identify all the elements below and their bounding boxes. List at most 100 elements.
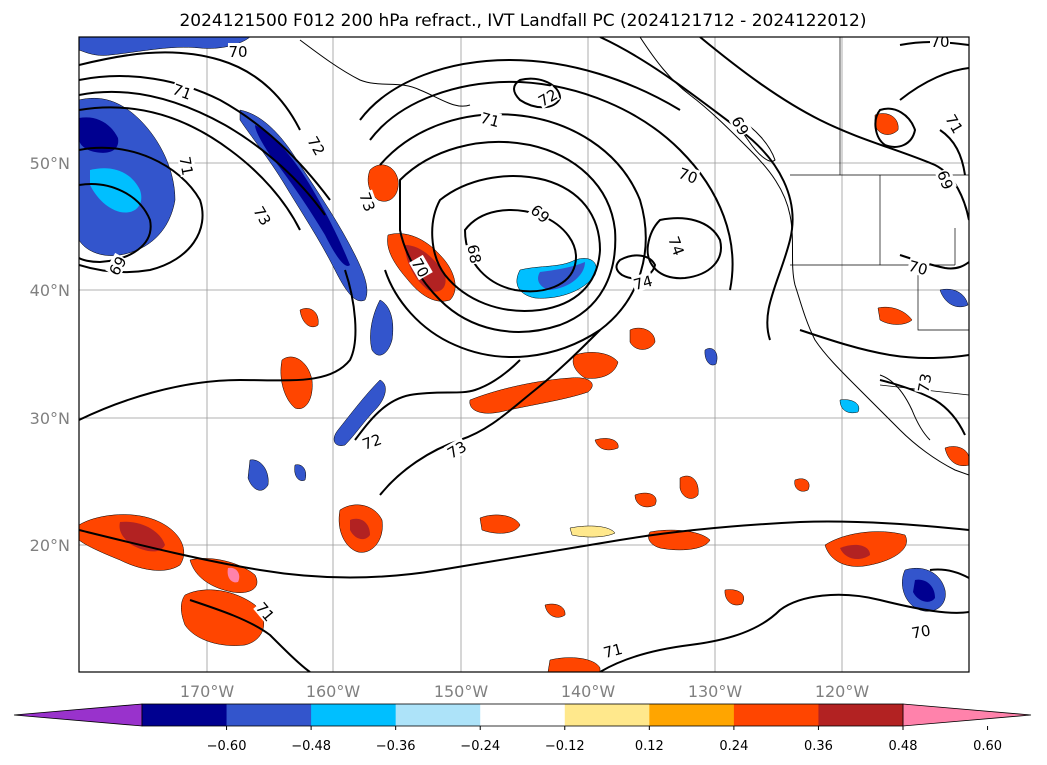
colorbar-segment xyxy=(226,704,312,726)
contour-73-center xyxy=(379,329,601,496)
contour-label-bg xyxy=(177,154,197,178)
colorbar-segment xyxy=(142,704,228,726)
colorbar-tick-label: 0.12 xyxy=(635,739,664,754)
contour-label: 74 xyxy=(664,233,688,258)
contour-label: 70 xyxy=(930,37,950,51)
contour-label-bg xyxy=(909,621,933,641)
pos-mid-7 xyxy=(634,492,657,508)
contour-69-west xyxy=(79,183,152,264)
contour-label-text: 69 xyxy=(933,168,956,192)
contour-label: 68 xyxy=(463,242,485,266)
contour-71-nw xyxy=(79,75,331,201)
contour-label-bg xyxy=(357,189,379,214)
contour-71-sw xyxy=(189,599,311,672)
colorbar-segment xyxy=(564,704,650,726)
y-tick-label: 30°N xyxy=(30,409,70,428)
colorbar-segment xyxy=(733,704,819,726)
pos-mid-5 xyxy=(724,589,744,606)
y-tick-label: 50°N xyxy=(30,154,70,173)
contour-label-bg xyxy=(534,85,561,110)
north-america-coast xyxy=(789,214,969,476)
contour-74-center xyxy=(646,217,722,280)
contour-label-bg xyxy=(359,430,384,452)
contour-label-text: 70 xyxy=(676,164,700,187)
x-tick-label: 130°W xyxy=(688,682,743,701)
colorbar-tick-label: −0.60 xyxy=(207,739,247,754)
colorbar-tick-label: −0.48 xyxy=(291,739,331,754)
pos-hawaii-core xyxy=(350,518,370,540)
pos-mid-6 xyxy=(794,478,810,492)
contour-label-bg xyxy=(527,200,554,226)
colorbar-tick-label: −0.36 xyxy=(376,739,416,754)
contour-69 xyxy=(431,175,602,312)
contour-68 xyxy=(463,209,577,293)
alaska-south xyxy=(639,37,791,216)
contour-label-text: 73 xyxy=(355,190,378,214)
graticule xyxy=(79,37,969,672)
contour-label-bg xyxy=(631,271,655,293)
contour-70-center xyxy=(399,140,617,333)
contours xyxy=(79,37,969,672)
pos-east-1 xyxy=(874,113,899,135)
contour-71-low xyxy=(599,593,969,672)
contour-label-bg xyxy=(906,256,930,278)
contour-71-equator xyxy=(79,520,969,579)
y-tick-labels: 50°N 40°N 30°N 20°N xyxy=(30,154,70,555)
contour-label-bg xyxy=(408,254,433,281)
contour-71-low-west xyxy=(79,269,357,421)
contour-label-bg xyxy=(930,37,950,49)
contour-label-text: 74 xyxy=(631,272,654,294)
contour-label: 71 xyxy=(170,80,195,104)
x-tick-labels: 170°W 160°W 150°W 140°W 130°W 120°W xyxy=(180,682,870,701)
contour-label-bg xyxy=(105,252,130,279)
contour-label: 73 xyxy=(355,189,379,214)
colorbar-segment xyxy=(480,704,566,726)
contour-label-bg xyxy=(935,167,957,192)
contour-73-east xyxy=(879,379,966,436)
contour-label-text: 74 xyxy=(664,234,687,258)
contour-label: 70 xyxy=(906,256,930,279)
x-tick-label: 150°W xyxy=(434,682,489,701)
colorbar-tick-label: −0.24 xyxy=(460,739,500,754)
pos-low-center-2 xyxy=(544,603,566,618)
colorbar-tick-label: 0.36 xyxy=(804,739,833,754)
contour-72-center-west xyxy=(354,359,521,441)
y-tick-label: 40°N xyxy=(30,281,70,300)
x-tick-label: 160°W xyxy=(306,682,361,701)
contour-72-center xyxy=(369,80,734,291)
colorbar-tick-label: 0.48 xyxy=(889,739,918,754)
contour-70-nw xyxy=(79,51,301,131)
x-tick-label: 140°W xyxy=(561,682,616,701)
contour-label-text: 70 xyxy=(228,43,247,61)
contour-71-ne xyxy=(899,67,969,101)
pos-east-2 xyxy=(877,306,913,325)
contour-label-bg xyxy=(253,598,279,625)
contour-label: 70 xyxy=(909,621,933,643)
contour-label-bg xyxy=(443,437,470,462)
pos-upper xyxy=(367,164,399,202)
neg-low xyxy=(247,459,269,491)
coastlines xyxy=(299,37,969,476)
pos-east-3 xyxy=(944,446,969,466)
contour-70-east-2 xyxy=(799,329,969,360)
contour-71-east xyxy=(599,37,794,341)
pos-mid-1 xyxy=(280,356,313,410)
y-tick-label: 20°N xyxy=(30,536,70,555)
contour-label-text: 71 xyxy=(175,155,196,177)
pos-streak-2 xyxy=(572,352,619,379)
contour-71-se xyxy=(929,568,969,579)
state-border-3 xyxy=(917,265,969,331)
map-panel: 7071727369737270716968707474706972737171… xyxy=(78,36,970,673)
pos-mid-2 xyxy=(299,308,319,328)
pos-sw-pink xyxy=(227,567,240,583)
contour-label: 70 xyxy=(676,164,701,188)
contour-69-east xyxy=(874,107,917,148)
contour-label-bg xyxy=(170,80,195,102)
contour-label-bg xyxy=(601,639,625,661)
colorbar-tick-label: −0.12 xyxy=(545,739,585,754)
contour-label: 70 xyxy=(228,43,248,61)
pos-streak-3 xyxy=(629,327,656,350)
contour-label: 74 xyxy=(631,271,655,294)
contour-label-bg xyxy=(942,110,967,137)
